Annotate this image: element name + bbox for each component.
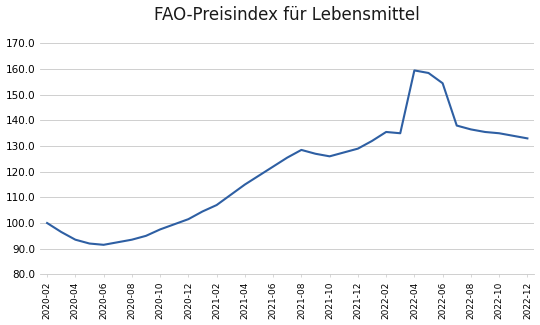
Title: FAO-Preisindex für Lebensmittel: FAO-Preisindex für Lebensmittel <box>154 6 420 23</box>
